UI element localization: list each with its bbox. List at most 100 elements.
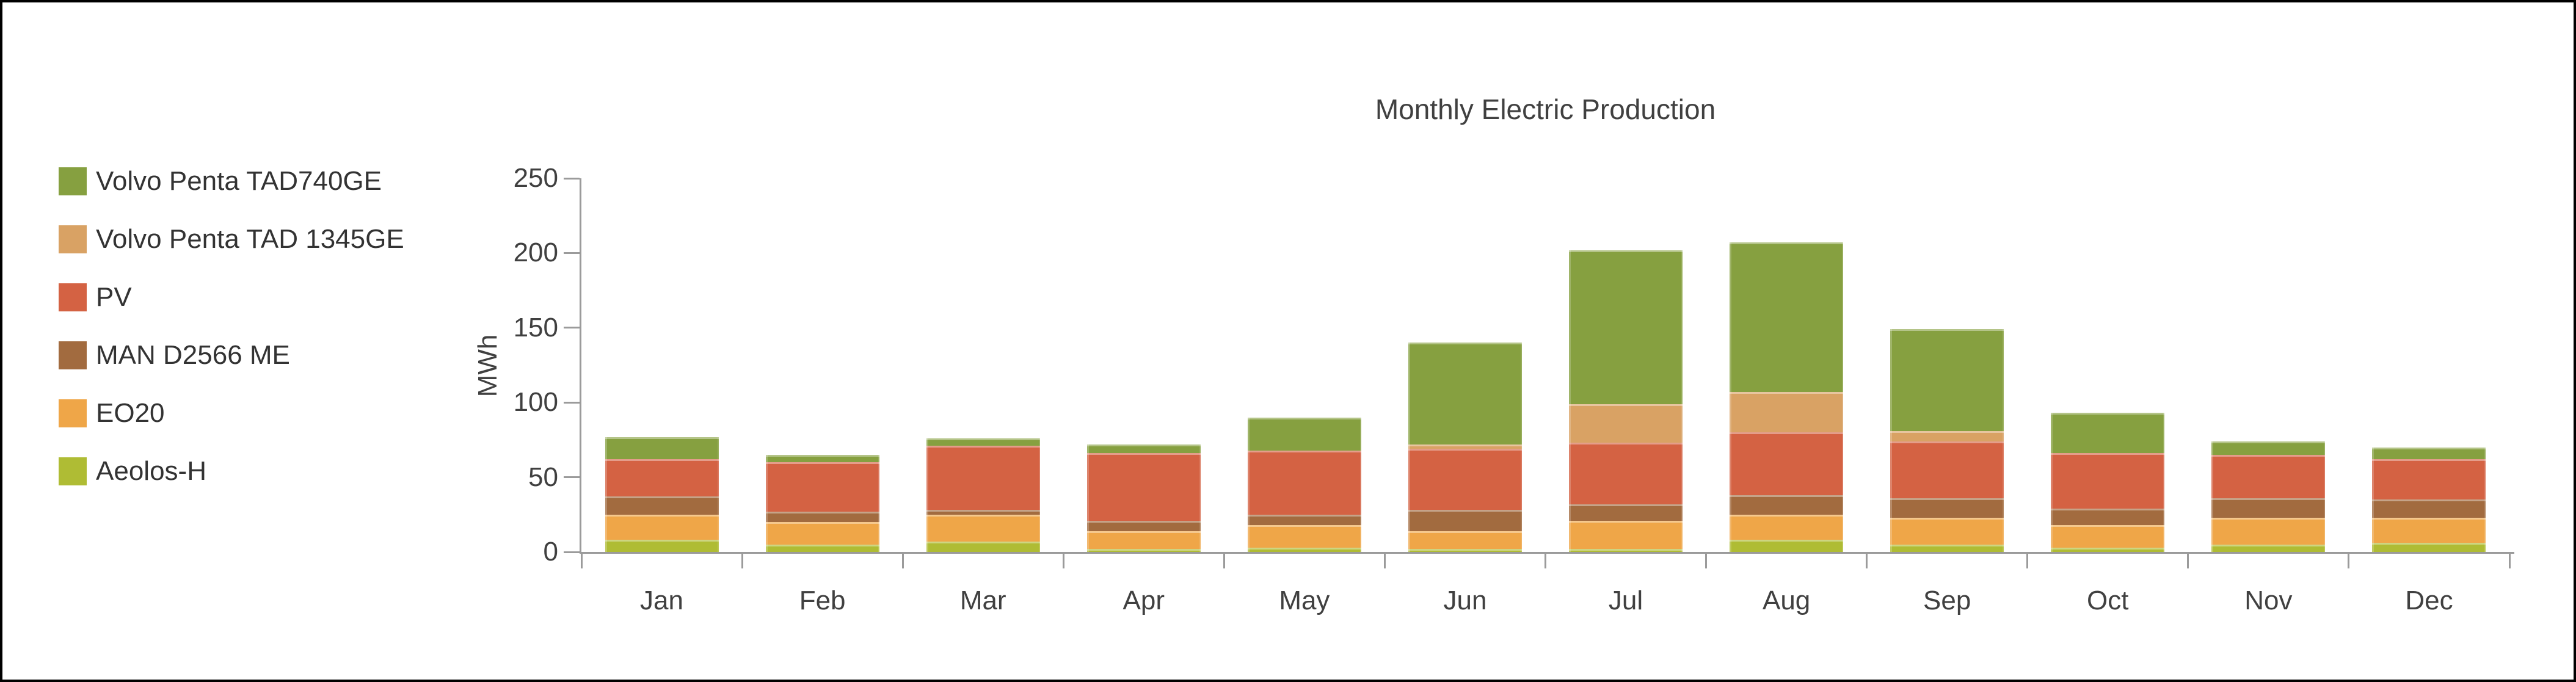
bar-segment-jun-man-d2566-me	[1408, 510, 1522, 531]
bar-segment-jun-volvo-penta-tad740ge	[1408, 343, 1522, 444]
x-tick-10	[2187, 554, 2189, 568]
bar-segment-may-volvo-penta-tad740ge	[1247, 417, 1361, 451]
bar-segment-feb-volvo-penta-tad740ge	[765, 454, 879, 463]
bar-segment-apr-aeolos-h	[1086, 549, 1201, 552]
x-tick-label-jun: Jun	[1443, 586, 1487, 615]
bar-segment-jul-volvo-penta-tad740ge	[1569, 250, 1683, 404]
legend-item-aeolos-h: Aeolos-H	[59, 452, 206, 490]
bar-segment-sep-volvo-penta-tad-1345ge	[1890, 430, 2004, 441]
bar-segment-jul-volvo-penta-tad-1345ge	[1569, 404, 1683, 443]
bar-segment-jun-volvo-penta-tad-1345ge	[1408, 444, 1522, 449]
legend-label-volvo-penta-tad740ge: Volvo Penta TAD740GE	[96, 166, 382, 196]
x-tick-6	[1545, 554, 1546, 568]
bar-segment-mar-volvo-penta-tad740ge	[926, 438, 1040, 446]
bar-segment-may-man-d2566-me	[1247, 514, 1361, 525]
y-tick-0	[564, 551, 580, 553]
bar-segment-nov-pv	[2211, 454, 2326, 498]
bar-dec	[2372, 447, 2486, 552]
bar-segment-jul-aeolos-h	[1569, 549, 1683, 552]
y-tick-50	[564, 476, 580, 479]
bar-segment-aug-man-d2566-me	[1730, 495, 1844, 515]
x-tick-label-feb: Feb	[799, 586, 846, 615]
bar-segment-aug-volvo-penta-tad740ge	[1730, 242, 1844, 393]
bar-segment-jun-eo20	[1408, 531, 1522, 550]
legend-label-eo20: EO20	[96, 398, 165, 428]
bar-mar	[926, 438, 1040, 552]
x-tick-1	[741, 554, 743, 568]
bar-segment-nov-volvo-penta-tad740ge	[2211, 441, 2326, 455]
bar-segment-sep-eo20	[1890, 517, 2004, 545]
x-tick-label-oct: Oct	[2087, 586, 2129, 615]
bar-segment-mar-eo20	[926, 514, 1040, 542]
bar-segment-may-aeolos-h	[1247, 547, 1361, 552]
legend-swatch-volvo-penta-tad-1345ge	[59, 225, 87, 253]
bar-segment-sep-pv	[1890, 441, 2004, 498]
legend-swatch-pv	[59, 283, 87, 311]
bar-jun	[1408, 343, 1522, 552]
legend-item-eo20: EO20	[59, 394, 165, 432]
x-tick-12	[2508, 554, 2511, 568]
bar-segment-dec-pv	[2372, 459, 2486, 500]
y-tick-label-150: 150	[513, 312, 558, 343]
x-tick-label-sep: Sep	[1923, 586, 1971, 615]
bar-jan	[605, 437, 719, 552]
x-tick-7	[1705, 554, 1708, 568]
y-axis-line	[580, 178, 581, 554]
bar-segment-jun-aeolos-h	[1408, 549, 1522, 552]
bar-segment-apr-man-d2566-me	[1086, 520, 1201, 531]
bar-segment-aug-eo20	[1730, 514, 1844, 540]
legend-swatch-volvo-penta-tad740ge	[59, 167, 87, 195]
bar-segment-oct-pv	[2051, 453, 2165, 509]
bar-oct	[2051, 413, 2165, 552]
bar-segment-dec-aeolos-h	[2372, 543, 2486, 552]
bar-segment-feb-pv	[765, 462, 879, 512]
x-tick-label-jan: Jan	[640, 586, 683, 615]
bar-segment-dec-eo20	[2372, 517, 2486, 543]
bar-segment-apr-eo20	[1086, 531, 1201, 550]
bar-segment-oct-man-d2566-me	[2051, 509, 2165, 525]
bar-segment-jan-eo20	[605, 514, 719, 540]
bar-segment-sep-volvo-penta-tad740ge	[1890, 329, 2004, 431]
legend-swatch-aeolos-h	[59, 457, 87, 485]
x-tick-label-apr: Apr	[1122, 586, 1165, 615]
legend-item-man-d2566-me: MAN D2566 ME	[59, 336, 290, 374]
legend-label-volvo-penta-tad-1345ge: Volvo Penta TAD 1345GE	[96, 224, 404, 254]
y-tick-label-50: 50	[528, 462, 558, 492]
bar-sep	[1890, 329, 2004, 552]
x-tick-4	[1223, 554, 1225, 568]
legend-swatch-eo20	[59, 399, 87, 427]
bar-segment-jun-pv	[1408, 449, 1522, 510]
bar-segment-oct-aeolos-h	[2051, 547, 2165, 552]
bar-segment-may-eo20	[1247, 524, 1361, 548]
bar-segment-feb-eo20	[765, 522, 879, 545]
bar-segment-nov-aeolos-h	[2211, 544, 2326, 552]
x-tick-label-nov: Nov	[2244, 586, 2293, 615]
y-tick-label-100: 100	[513, 387, 558, 418]
x-tick-label-jul: Jul	[1608, 586, 1643, 615]
bar-segment-jan-pv	[605, 459, 719, 497]
bar-feb	[765, 454, 879, 552]
y-tick-100	[564, 401, 580, 404]
bar-nov	[2211, 441, 2326, 552]
y-tick-label-0: 0	[543, 537, 558, 567]
bar-segment-apr-volvo-penta-tad740ge	[1086, 444, 1201, 454]
bar-segment-feb-aeolos-h	[765, 544, 879, 552]
bar-segment-aug-pv	[1730, 432, 1844, 495]
x-tick-0	[580, 554, 583, 568]
bar-segment-nov-eo20	[2211, 517, 2326, 545]
x-tick-label-aug: Aug	[1762, 586, 1811, 615]
x-tick-9	[2026, 554, 2029, 568]
bar-apr	[1086, 444, 1201, 552]
bar-segment-jan-aeolos-h	[605, 540, 719, 552]
legend-label-pv: PV	[96, 282, 132, 312]
bar-segment-aug-volvo-penta-tad-1345ge	[1730, 392, 1844, 433]
legend-item-pv: PV	[59, 278, 132, 316]
plot-area	[564, 177, 2514, 568]
bar-segment-jan-man-d2566-me	[605, 496, 719, 515]
bar-segment-mar-pv	[926, 446, 1040, 510]
bar-segment-apr-pv	[1086, 453, 1201, 521]
bar-segment-dec-volvo-penta-tad740ge	[2372, 447, 2486, 460]
y-tick-label-200: 200	[513, 238, 558, 268]
legend-label-man-d2566-me: MAN D2566 ME	[96, 340, 290, 370]
